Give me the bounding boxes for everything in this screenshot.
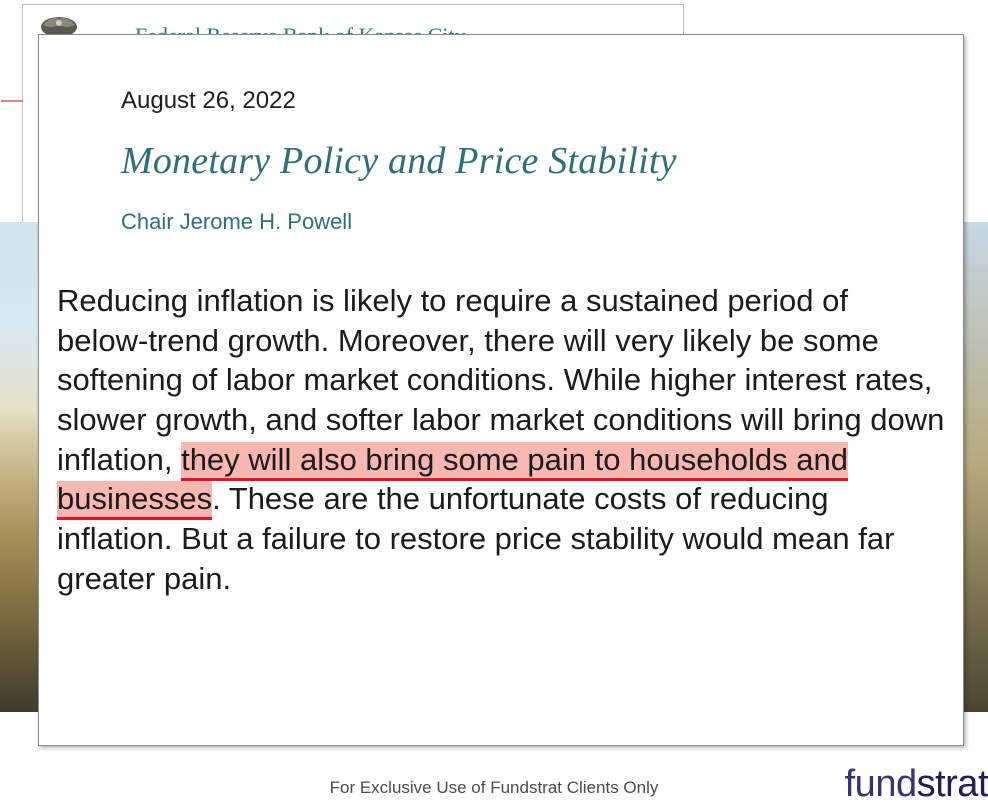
speech-author: Chair Jerome H. Powell — [121, 209, 352, 235]
fundstrat-logo: fundstrat — [845, 763, 988, 806]
brand-fund: fund — [845, 763, 917, 805]
brand-strat: strat — [917, 763, 988, 805]
speech-date: August 26, 2022 — [121, 87, 296, 115]
footer-disclaimer: For Exclusive Use of Fundstrat Clients O… — [0, 778, 988, 798]
speech-body: Reducing inflation is likely to require … — [57, 281, 947, 598]
speech-title: Monetary Policy and Price Stability — [121, 139, 677, 183]
speech-excerpt-card: August 26, 2022 Monetary Policy and Pric… — [38, 34, 964, 746]
background-red-divider — [1, 100, 23, 102]
